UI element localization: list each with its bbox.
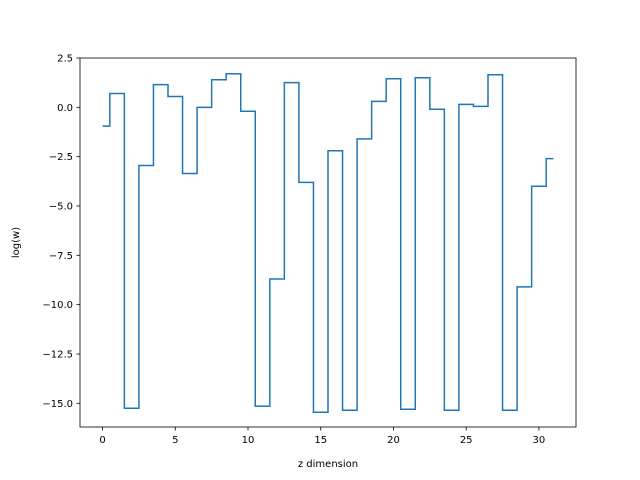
y-axis-label: log(w)	[11, 227, 22, 258]
y-tick-label: −5.0	[49, 201, 73, 212]
x-tick-label: 25	[460, 435, 473, 446]
y-tick-label: −7.5	[49, 251, 73, 262]
y-tick-label: 0.0	[57, 103, 73, 114]
y-tick-label: −15.0	[42, 399, 73, 410]
y-tick-label: −2.5	[49, 152, 73, 163]
x-tick-label: 20	[387, 435, 400, 446]
y-tick-label: −12.5	[42, 349, 73, 360]
plot-frame	[79, 57, 577, 428]
x-tick-label: 15	[314, 435, 327, 446]
x-tick-label: 30	[533, 435, 546, 446]
x-tick-label: 0	[99, 435, 105, 446]
y-tick-label: −10.0	[42, 300, 73, 311]
x-tick-label: 5	[172, 435, 178, 446]
ticks-layer: 0 5 10 15 20 25 30 2.5 0.0 −2.5 −5.0 −7.5 −10.0 −12.5…	[42, 54, 545, 447]
series-line	[102, 73, 554, 413]
x-axis-label: z dimension	[298, 459, 358, 470]
x-tick-label: 10	[242, 435, 255, 446]
y-tick-label: 2.5	[57, 54, 73, 65]
